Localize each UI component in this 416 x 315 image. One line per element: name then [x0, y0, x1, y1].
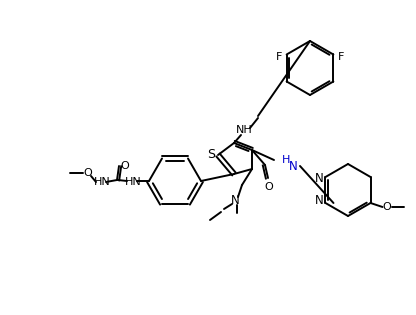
Text: O: O — [265, 182, 273, 192]
Text: N: N — [315, 194, 324, 208]
Text: F: F — [275, 51, 282, 61]
Text: H: H — [282, 155, 290, 165]
Text: N: N — [315, 173, 324, 186]
Text: F: F — [338, 51, 344, 61]
Text: O: O — [121, 161, 129, 171]
Text: S: S — [207, 148, 215, 162]
Text: O: O — [382, 202, 391, 212]
Text: N: N — [230, 193, 239, 207]
Text: NH: NH — [235, 125, 253, 135]
Text: HN: HN — [125, 177, 141, 187]
Text: N: N — [289, 159, 297, 173]
Text: O: O — [84, 168, 92, 178]
Text: HN: HN — [94, 177, 110, 187]
